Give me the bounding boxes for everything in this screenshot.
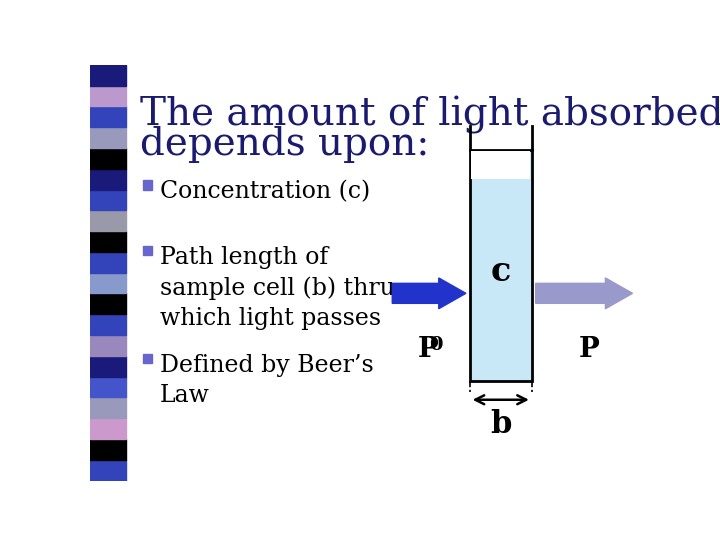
Bar — [90, 65, 127, 85]
Text: Concentration (c): Concentration (c) — [160, 180, 370, 203]
Bar — [90, 439, 127, 460]
Text: Path length of
sample cell (b) thru
which light passes: Path length of sample cell (b) thru whic… — [160, 246, 395, 330]
Bar — [90, 190, 127, 211]
Bar — [143, 180, 152, 190]
Bar — [90, 377, 127, 397]
Bar — [90, 231, 127, 252]
Bar — [90, 252, 127, 273]
Bar — [143, 246, 152, 255]
Text: b: b — [490, 409, 511, 440]
Bar — [90, 314, 127, 335]
Bar — [90, 418, 127, 439]
Bar — [143, 354, 152, 363]
Bar — [90, 210, 127, 231]
FancyArrow shape — [392, 278, 466, 309]
Text: c: c — [490, 255, 511, 288]
Bar — [90, 273, 127, 294]
Text: depends upon:: depends upon: — [140, 126, 430, 164]
Text: P: P — [578, 336, 599, 363]
Bar — [90, 335, 127, 356]
Bar — [90, 294, 127, 314]
Bar — [469, 150, 532, 381]
Bar — [90, 106, 127, 127]
Bar — [90, 356, 127, 377]
Bar — [90, 168, 127, 190]
Bar — [472, 151, 530, 179]
Bar — [90, 85, 127, 106]
Text: Defined by Beer’s
Law: Defined by Beer’s Law — [160, 354, 374, 407]
Bar — [90, 397, 127, 418]
Text: P: P — [418, 336, 439, 363]
Bar — [90, 460, 127, 481]
Bar — [90, 148, 127, 168]
FancyArrow shape — [536, 278, 632, 309]
Text: The amount of light absorbed: The amount of light absorbed — [140, 96, 720, 133]
Bar — [90, 127, 127, 148]
Text: 0: 0 — [429, 336, 442, 354]
